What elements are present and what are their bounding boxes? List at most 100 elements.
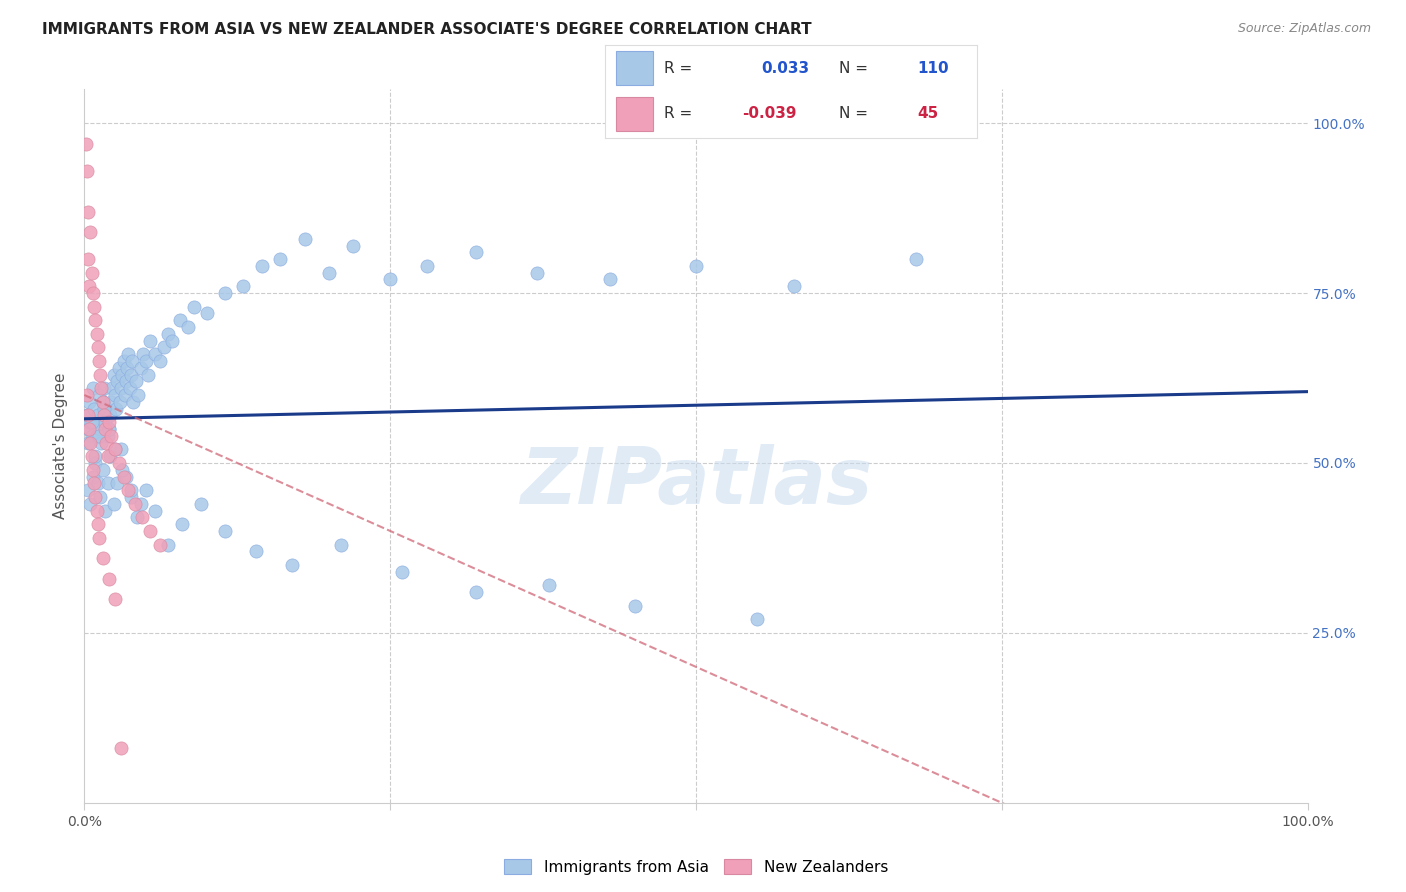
Point — [624, 599, 647, 613]
Point — [108, 394, 131, 409]
Point — [86, 429, 108, 443]
Point — [294, 232, 316, 246]
Text: 0.033: 0.033 — [761, 61, 810, 76]
Point — [89, 422, 111, 436]
Point — [110, 442, 132, 457]
Point — [183, 300, 205, 314]
Point — [87, 341, 110, 355]
Point — [104, 442, 127, 457]
Point — [86, 503, 108, 517]
Text: 45: 45 — [918, 106, 939, 121]
Point — [80, 415, 103, 429]
Point — [139, 334, 162, 348]
Text: 110: 110 — [918, 61, 949, 76]
Point — [79, 497, 101, 511]
Point — [107, 456, 129, 470]
Point — [747, 612, 769, 626]
Point — [153, 341, 176, 355]
Bar — [616, 97, 652, 131]
Point — [101, 381, 124, 395]
Point — [125, 375, 148, 389]
Point — [143, 503, 166, 517]
Point — [115, 360, 138, 375]
Point — [122, 394, 145, 409]
Point — [79, 225, 101, 239]
Point — [685, 259, 707, 273]
Point — [103, 497, 125, 511]
Point — [87, 476, 110, 491]
Point — [87, 354, 110, 368]
Point — [82, 286, 104, 301]
Point — [94, 422, 117, 436]
Point — [132, 347, 155, 361]
Point — [111, 463, 134, 477]
Point — [82, 381, 104, 395]
Point — [79, 415, 101, 429]
Text: N =: N = — [839, 106, 869, 121]
Point — [104, 442, 127, 457]
Point — [131, 510, 153, 524]
Point — [97, 449, 120, 463]
Point — [90, 435, 112, 450]
Point — [77, 279, 100, 293]
Point — [115, 375, 138, 389]
Point — [104, 388, 127, 402]
Point — [121, 354, 143, 368]
Point — [77, 394, 100, 409]
Point — [783, 279, 806, 293]
Text: IMMIGRANTS FROM ASIA VS NEW ZEALANDER ASSOCIATE'S DEGREE CORRELATION CHART: IMMIGRANTS FROM ASIA VS NEW ZEALANDER AS… — [42, 22, 811, 37]
Point — [77, 204, 100, 219]
Point — [80, 449, 103, 463]
Point — [103, 368, 125, 382]
Point — [143, 347, 166, 361]
Point — [110, 381, 132, 395]
Point — [129, 360, 152, 375]
Point — [89, 368, 111, 382]
Point — [330, 537, 353, 551]
Point — [190, 497, 212, 511]
Point — [97, 415, 120, 429]
Point — [93, 381, 115, 395]
Point — [91, 394, 114, 409]
Point — [82, 463, 104, 477]
Point — [135, 354, 157, 368]
Point — [90, 381, 112, 395]
Point — [76, 388, 98, 402]
Point — [97, 429, 120, 443]
Point — [86, 326, 108, 341]
Point — [93, 409, 115, 423]
Legend: Immigrants from Asia, New Zealanders: Immigrants from Asia, New Zealanders — [498, 853, 894, 880]
Point — [77, 483, 100, 498]
Text: N =: N = — [839, 61, 869, 76]
Point — [87, 517, 110, 532]
Point — [97, 422, 120, 436]
Point — [76, 163, 98, 178]
Point — [84, 313, 107, 327]
Point — [87, 531, 110, 545]
Point — [195, 306, 218, 320]
Point — [100, 429, 122, 443]
Point — [135, 483, 157, 498]
Point — [84, 490, 107, 504]
Point — [172, 517, 194, 532]
Point — [83, 476, 105, 491]
Point — [97, 572, 120, 586]
Point — [117, 483, 139, 498]
Point — [117, 347, 139, 361]
Point — [77, 422, 100, 436]
Point — [112, 469, 135, 483]
Point — [124, 497, 146, 511]
Point — [83, 401, 105, 416]
Point — [125, 510, 148, 524]
Point — [136, 368, 159, 382]
Point — [84, 415, 107, 429]
Point — [97, 422, 120, 436]
Point — [77, 435, 100, 450]
Point — [87, 429, 110, 443]
Point — [98, 409, 121, 423]
Point — [114, 388, 136, 402]
Point — [905, 252, 928, 266]
Point — [91, 463, 114, 477]
Point — [105, 401, 128, 416]
Point — [269, 252, 291, 266]
